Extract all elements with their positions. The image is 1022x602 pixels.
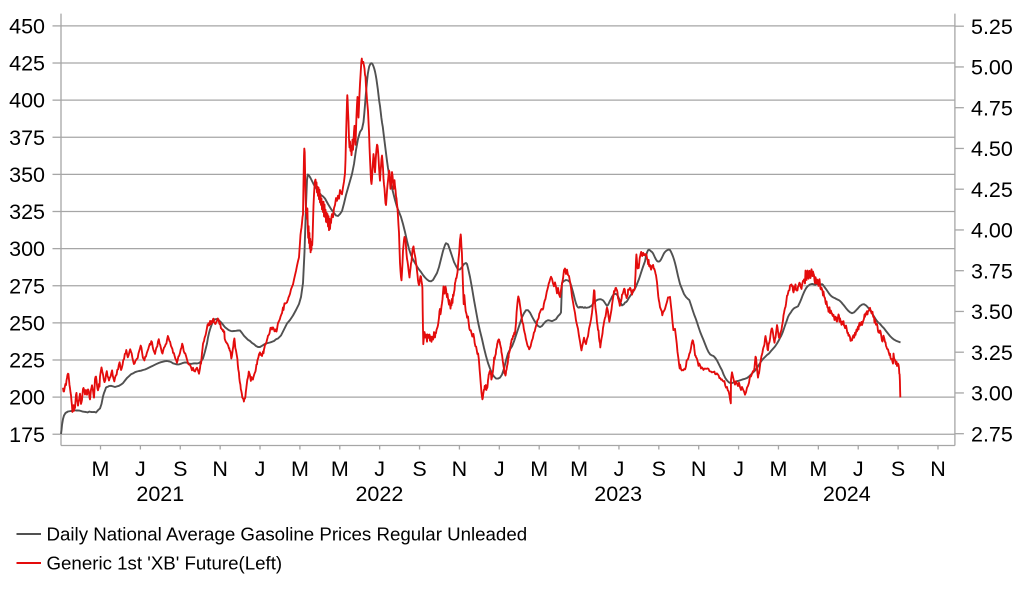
svg-text:M: M xyxy=(92,457,110,481)
svg-text:N: N xyxy=(452,457,468,481)
svg-text:175: 175 xyxy=(9,423,45,447)
svg-text:225: 225 xyxy=(9,349,45,373)
svg-text:400: 400 xyxy=(9,89,45,113)
svg-text:200: 200 xyxy=(9,386,45,410)
svg-text:4.50: 4.50 xyxy=(971,137,1013,161)
svg-text:250: 250 xyxy=(9,311,45,335)
svg-text:2021: 2021 xyxy=(136,482,184,506)
svg-text:5.25: 5.25 xyxy=(971,15,1013,39)
svg-text:N: N xyxy=(691,457,707,481)
svg-text:375: 375 xyxy=(9,126,45,150)
svg-text:J: J xyxy=(614,457,625,481)
svg-text:S: S xyxy=(173,457,187,481)
svg-text:M: M xyxy=(291,457,309,481)
svg-text:450: 450 xyxy=(9,15,45,39)
svg-text:275: 275 xyxy=(9,274,45,298)
svg-text:3.25: 3.25 xyxy=(971,341,1013,365)
svg-text:Generic 1st 'XB' Future(Left): Generic 1st 'XB' Future(Left) xyxy=(47,552,283,573)
svg-text:M: M xyxy=(809,457,827,481)
svg-text:J: J xyxy=(374,457,385,481)
svg-text:S: S xyxy=(652,457,666,481)
svg-text:350: 350 xyxy=(9,163,45,187)
svg-text:M: M xyxy=(769,457,787,481)
svg-text:2.75: 2.75 xyxy=(971,422,1013,446)
svg-text:J: J xyxy=(853,457,864,481)
svg-text:2023: 2023 xyxy=(594,482,642,506)
svg-text:Daily National Average Gasolin: Daily National Average Gasoline Prices R… xyxy=(47,523,528,544)
svg-text:4.00: 4.00 xyxy=(971,219,1013,243)
svg-text:S: S xyxy=(891,457,905,481)
svg-text:J: J xyxy=(255,457,266,481)
svg-text:M: M xyxy=(331,457,349,481)
svg-text:2022: 2022 xyxy=(355,482,403,506)
svg-text:M: M xyxy=(570,457,588,481)
svg-text:425: 425 xyxy=(9,52,45,76)
svg-text:3.00: 3.00 xyxy=(971,382,1013,406)
svg-text:N: N xyxy=(212,457,228,481)
svg-text:3.50: 3.50 xyxy=(971,300,1013,324)
svg-text:N: N xyxy=(930,457,946,481)
svg-text:300: 300 xyxy=(9,237,45,261)
svg-text:5.00: 5.00 xyxy=(971,56,1013,80)
svg-text:J: J xyxy=(135,457,146,481)
svg-text:325: 325 xyxy=(9,200,45,224)
svg-text:J: J xyxy=(733,457,744,481)
svg-text:M: M xyxy=(530,457,548,481)
svg-text:3.75: 3.75 xyxy=(971,259,1013,283)
svg-text:J: J xyxy=(494,457,505,481)
svg-text:4.75: 4.75 xyxy=(971,96,1013,120)
svg-text:S: S xyxy=(412,457,426,481)
svg-text:4.25: 4.25 xyxy=(971,178,1013,202)
svg-text:2024: 2024 xyxy=(823,482,871,506)
